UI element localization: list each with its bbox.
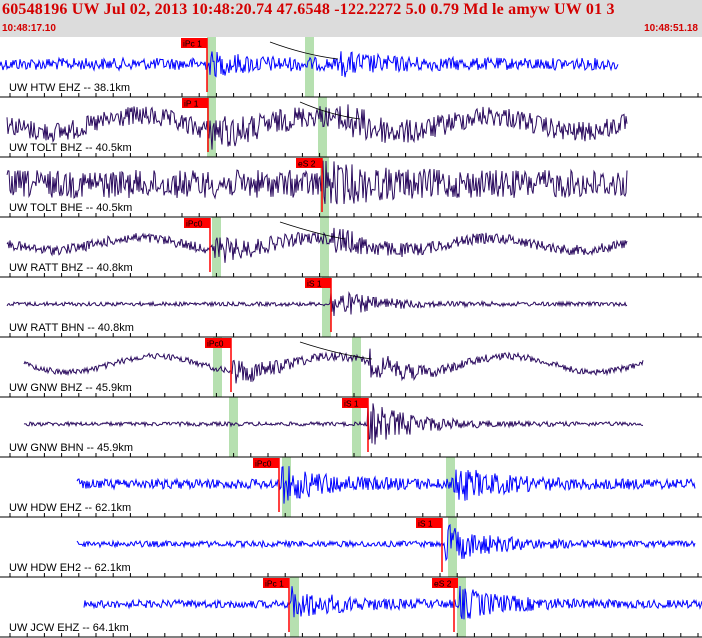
trace-label: UW GNW BHZ -- 45.9km <box>9 382 132 394</box>
pick-label: eS 2 <box>434 579 452 589</box>
waveform-trace <box>6 227 628 263</box>
event-header: 60548196 UW Jul 02, 2013 10:48:20.74 47.… <box>0 0 702 37</box>
pick-tag[interactable]: eS 2 <box>432 578 458 589</box>
trace-grid <box>0 93 702 638</box>
trace-label: UW GNW BHN -- 45.9km <box>9 442 133 454</box>
event-title: 60548196 UW Jul 02, 2013 10:48:20.74 47.… <box>2 1 615 18</box>
moveout-curve <box>299 341 373 360</box>
pick-tag[interactable]: iP 1 <box>182 98 208 109</box>
waveform-trace <box>23 348 644 384</box>
pick-tag[interactable]: iPc0 <box>205 338 231 349</box>
trace-label: UW HTW EHZ -- 38.1km <box>9 82 130 94</box>
pick-window <box>305 37 314 97</box>
waveform-trace <box>6 290 628 317</box>
seismogram-panel[interactable]: iPc 1 iP 1 eS 2 iPc0 iS 1 iPc0 iS 1 iPc0 iS 1 iPc… <box>0 37 702 638</box>
pick-label: iPc0 <box>255 459 272 469</box>
pick-window <box>318 97 327 157</box>
pick-tag[interactable]: iPc 1 <box>181 38 207 49</box>
waveform-trace <box>6 160 628 205</box>
pick-window <box>457 577 466 637</box>
pick-window <box>352 337 361 397</box>
pick-label: iPc 1 <box>183 39 202 49</box>
moveout-curve <box>269 41 339 60</box>
phase-picks[interactable]: iPc 1 iP 1 eS 2 iPc0 iS 1 iPc0 iS 1 iPc0 iS 1 iPc… <box>181 38 458 632</box>
start-time: 10:48:17.10 <box>2 23 56 34</box>
pick-tag[interactable]: iPc 1 <box>263 578 289 589</box>
pick-tag[interactable]: iS 1 <box>416 518 442 529</box>
pick-window <box>448 517 457 577</box>
trace-waveforms <box>0 51 702 620</box>
end-time: 10:48:51.18 <box>644 23 698 34</box>
trace-label: UW TOLT BHE -- 40.5km <box>9 202 132 214</box>
pick-window <box>322 277 331 337</box>
waveform-trace <box>0 51 619 78</box>
pick-label: iPc0 <box>186 219 203 229</box>
trace-label: UW JCW EHZ -- 64.1km <box>9 622 129 634</box>
pick-window <box>212 217 221 277</box>
waveform-trace <box>6 104 628 150</box>
pick-tag[interactable]: iPc0 <box>184 218 210 229</box>
pick-window <box>320 157 329 217</box>
moveout-curve <box>279 221 346 240</box>
pick-tag[interactable]: iS 1 <box>305 278 331 289</box>
pick-label: iS 1 <box>307 279 322 289</box>
pick-window <box>207 37 216 97</box>
trace-label: UW HDW EH2 -- 62.1km <box>9 562 131 574</box>
trace-label: UW TOLT BHZ -- 40.5km <box>9 142 132 154</box>
trace-label: UW RATT BHN -- 40.8km <box>9 322 134 334</box>
pick-label: iS 1 <box>344 399 359 409</box>
waveform-trace <box>23 403 644 445</box>
pick-label: iPc 1 <box>265 579 284 589</box>
pick-window <box>352 397 361 457</box>
trace-label: UW HDW EHZ -- 62.1km <box>9 502 131 514</box>
trace-labels: UW HTW EHZ -- 38.1km UW TOLT BHZ -- 40.5k… <box>9 82 134 634</box>
pick-label: iP 1 <box>184 99 199 109</box>
pick-label: iS 1 <box>418 519 433 529</box>
pick-tag[interactable]: iS 1 <box>342 398 368 409</box>
pick-window <box>213 337 222 397</box>
pick-window <box>207 97 216 157</box>
trace-label: UW RATT BHZ -- 40.8km <box>9 262 133 274</box>
pick-tag[interactable]: eS 2 <box>296 158 322 169</box>
pick-tag[interactable]: iPc0 <box>253 458 279 469</box>
waveform-trace <box>76 523 696 562</box>
pick-label: eS 2 <box>298 159 316 169</box>
waveform-trace <box>83 585 702 620</box>
waveform-trace <box>76 466 696 504</box>
pick-window <box>320 217 329 277</box>
pick-label: iPc0 <box>207 339 224 349</box>
pick-window <box>229 397 238 457</box>
moveout-curve <box>299 101 361 120</box>
